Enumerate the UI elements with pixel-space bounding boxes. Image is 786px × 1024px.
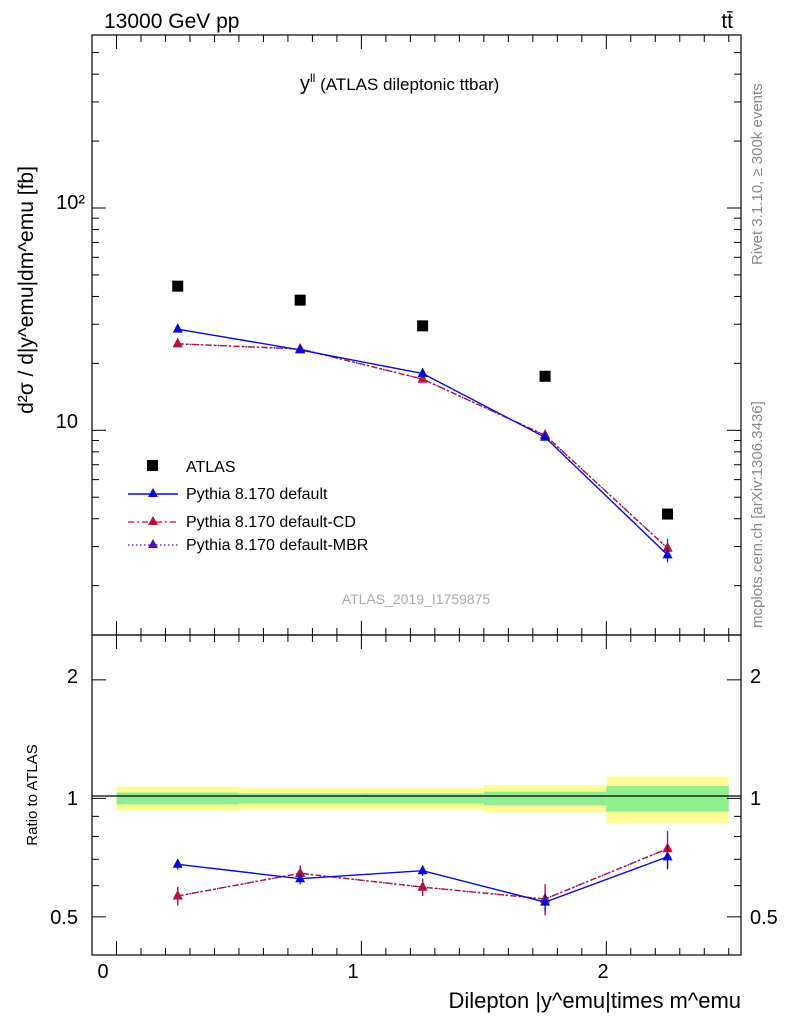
ratio-y-axis-label: Ratio to ATLAS [24, 744, 41, 845]
ratio-band-inner [116, 792, 239, 805]
ratio-point-pythia-8-170-default [417, 864, 428, 875]
ratio-y-tick-label-2-left: 2 [67, 666, 78, 688]
main-point-atlas [417, 320, 429, 332]
ratio-point-pythia-8-170-default [172, 858, 183, 868]
y-tick-label-10: 10 [56, 411, 78, 433]
legend-label-atlas: ATLAS [186, 459, 236, 476]
ratio-series-group [172, 831, 673, 916]
analysis-watermark: ATLAS_2019_I1759875 [342, 591, 491, 607]
main-point-pythia-8-170-default [540, 431, 551, 441]
legend-marker-atlas [147, 460, 158, 471]
main-point-pythia-8-170-default-cd [662, 542, 673, 552]
main-point-atlas [539, 370, 551, 382]
main-point-pythia-8-170-default-cd [417, 373, 428, 383]
legend-label-default-mbr: Pythia 8.170 default-MBR [186, 537, 368, 554]
ratio-point-pythia-8-170-default [662, 850, 673, 861]
y-tick-label-100: 10² [56, 192, 85, 214]
legend-marker-default-mbr [148, 539, 158, 548]
ratio-y-tick-label-1-left: 1 [67, 788, 78, 810]
legend-label-default: Pythia 8.170 default [186, 486, 328, 503]
ratio-band-inner [238, 793, 362, 804]
main-series-group [172, 280, 674, 563]
ratio-frame [91, 634, 742, 956]
plot-title-main: y [300, 73, 310, 95]
main-point-pythia-8-170-default [662, 548, 673, 559]
main-point-atlas [662, 508, 674, 520]
legend: ATLAS Pythia 8.170 default Pythia 8.170 … [128, 459, 368, 554]
x-tick-label-0: 0 [97, 961, 108, 983]
ratio-point-pythia-8-170-default [295, 872, 306, 883]
ratio-point-pythia-8-170-default [540, 896, 551, 906]
process-label: tt̄ [721, 10, 733, 33]
main-point-atlas [172, 280, 184, 292]
x-tick-label-2: 2 [597, 961, 608, 983]
x-axis-label: Dilepton |y^emu|times m^emu [449, 988, 742, 1013]
main-point-atlas [294, 294, 306, 306]
main-y-axis-label: d²σ / d|y^emu|dm^emu [fb] [15, 166, 38, 414]
energy-label: 13000 GeV pp [104, 10, 239, 33]
ratio-point-pythia-8-170-default-cd [172, 889, 183, 900]
legend-label-default-cd: Pythia 8.170 default-CD [186, 514, 356, 531]
ratio-uncertainty-bands [116, 776, 729, 824]
ratio-y-tick-label-1-right: 1 [750, 788, 761, 810]
plot-title-sup: ll [310, 71, 315, 85]
main-point-pythia-8-170-default-cd [172, 337, 183, 348]
main-point-pythia-8-170-default [172, 323, 183, 333]
ratio-panel: 2 1 0.5 2 1 0.5 0 1 2 Ratio to ATLAS Dil… [24, 634, 778, 1013]
ratio-point-pythia-8-170-default-cd [417, 881, 428, 891]
plot-title-rest: (ATLAS dileptonic ttbar) [315, 75, 499, 94]
ratio-band-inner [606, 785, 729, 812]
main-axis-ticks [92, 34, 741, 635]
ratio-band-inner [361, 793, 484, 804]
ratio-point-pythia-8-170-default-cd [295, 867, 306, 877]
ratio-y-tick-label-2-right: 2 [750, 666, 761, 688]
plot-title: yll (ATLAS dileptonic ttbar) [300, 71, 499, 95]
ratio-y-tick-label-0.5-left: 0.5 [50, 907, 78, 929]
legend-marker-default-cd [148, 516, 158, 525]
legend-marker-default [148, 488, 158, 497]
x-tick-label-1: 1 [347, 961, 358, 983]
main-panel: yll (ATLAS dileptonic ttbar) 10 10² d²σ … [15, 34, 742, 636]
ratio-axis-ticks [92, 635, 741, 956]
ratio-band-inner [483, 791, 607, 806]
main-point-pythia-8-170-default [417, 367, 428, 378]
ratio-y-tick-label-0.5-right: 0.5 [750, 907, 778, 929]
rivet-label: Rivet 3.1.10, ≥ 300k events [749, 83, 766, 265]
mcplots-label: mcplots.cern.ch [arXiv:1306.3436] [749, 401, 766, 628]
main-point-pythia-8-170-default [295, 343, 306, 354]
